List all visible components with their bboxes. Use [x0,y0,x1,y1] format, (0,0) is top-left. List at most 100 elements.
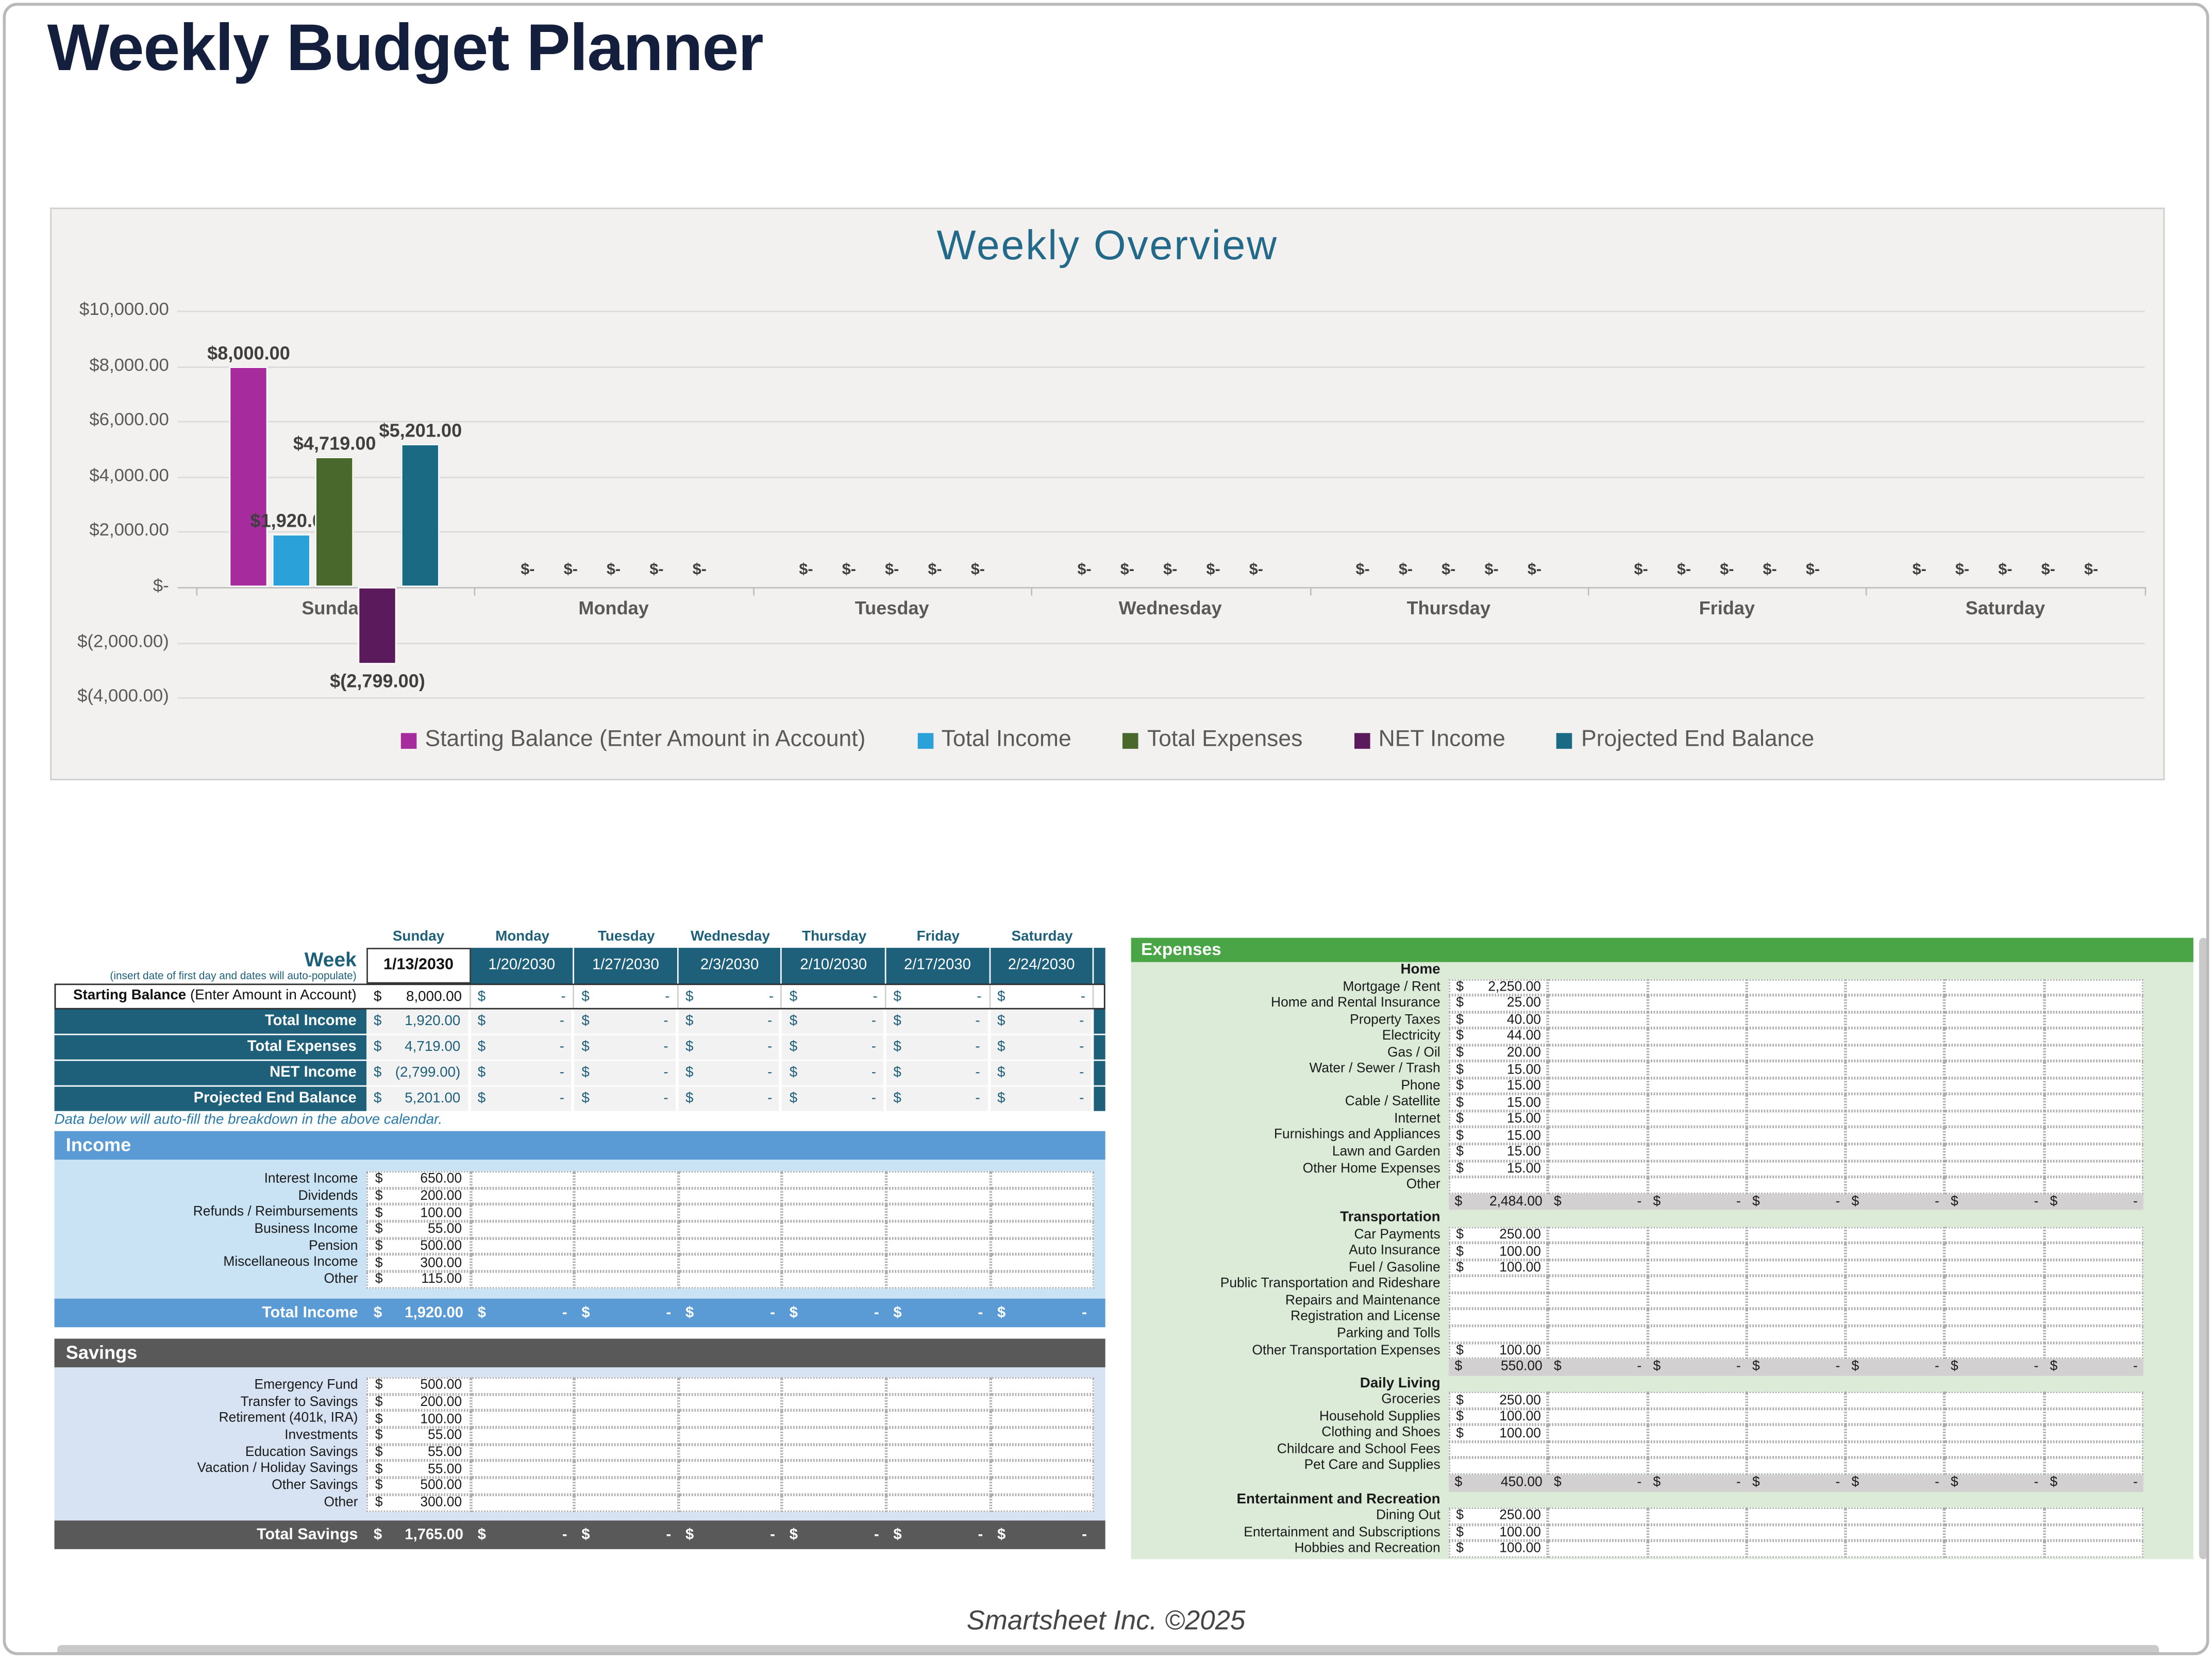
expense-item-cell[interactable] [1846,1012,1945,1029]
expense-item-cell[interactable] [1746,1342,1846,1359]
expense-item-cell[interactable] [1945,1425,2045,1442]
expense-item-cell[interactable] [1945,1442,2045,1459]
income-row-cell[interactable] [990,1204,1094,1221]
income-row-cell[interactable] [574,1204,679,1221]
expense-item-cell[interactable] [1647,1540,1747,1557]
expense-item-cell[interactable] [1548,1078,1648,1095]
expense-item-cell[interactable]: $100.00 [1449,1524,1548,1541]
expense-item-cell[interactable]: $100.00 [1449,1342,1548,1359]
income-row-cell[interactable] [678,1271,782,1288]
expense-item-cell[interactable] [2044,1442,2143,1459]
expense-item-cell[interactable] [1449,1293,1548,1310]
expense-item-cell[interactable] [2044,1342,2143,1359]
expense-item-cell[interactable] [1548,1392,1648,1409]
expense-item-cell[interactable] [1647,1260,1747,1277]
income-row-cell[interactable]: $115.00 [366,1271,471,1288]
savings-row-cell[interactable] [470,1478,575,1495]
expense-item-cell[interactable] [1746,1111,1846,1128]
week-date-cell[interactable]: 2/3/2030 [678,948,782,984]
expense-item-cell[interactable] [1647,1309,1747,1326]
savings-row-cell[interactable] [574,1444,679,1461]
expense-item-cell[interactable] [1846,978,1945,995]
savings-row-cell[interactable]: $500.00 [366,1478,471,1495]
income-row-cell[interactable] [990,1254,1094,1272]
expense-item-cell[interactable] [1548,1458,1648,1475]
expense-item-cell[interactable] [1945,978,2045,995]
savings-row-cell[interactable]: $500.00 [366,1377,471,1394]
savings-row-cell[interactable] [782,1444,886,1461]
expense-item-cell[interactable] [1846,1028,1945,1045]
expense-item-cell[interactable] [1548,1276,1648,1293]
income-row-cell[interactable] [782,1221,886,1238]
expense-item-cell[interactable] [1846,1524,1945,1541]
expense-item-cell[interactable] [1846,995,1945,1012]
income-row-cell[interactable] [782,1254,886,1272]
savings-row-cell[interactable] [470,1427,575,1445]
expense-item-cell[interactable] [1548,1227,1648,1244]
expense-item-cell[interactable] [1647,1127,1747,1144]
savings-row-cell[interactable] [990,1478,1094,1495]
expense-item-cell[interactable]: $100.00 [1449,1408,1548,1425]
income-row-cell[interactable] [574,1187,679,1205]
expense-item-cell[interactable] [1746,1243,1846,1260]
expense-item-cell[interactable] [2044,978,2143,995]
income-row-cell[interactable] [990,1187,1094,1205]
expense-item-cell[interactable] [1945,1243,2045,1260]
expense-item-cell[interactable] [1548,1524,1648,1541]
expense-item-cell[interactable] [1846,1243,1945,1260]
income-row-cell[interactable] [678,1254,782,1272]
expense-item-cell[interactable] [1449,1276,1548,1293]
expense-item-cell[interactable] [1846,1342,1945,1359]
expense-item-cell[interactable] [1945,995,2045,1012]
expense-item-cell[interactable] [2044,995,2143,1012]
expense-item-cell[interactable] [1647,1160,1747,1177]
expense-item-cell[interactable] [1647,1293,1747,1310]
expense-item-cell[interactable] [1945,1028,2045,1045]
income-row-cell[interactable] [470,1171,575,1188]
week-date-cell[interactable]: 1/20/2030 [470,948,575,984]
expense-item-cell[interactable] [2044,1260,2143,1277]
savings-row-cell[interactable] [782,1494,886,1512]
income-row-cell[interactable] [782,1204,886,1221]
expense-item-cell[interactable] [1647,1458,1747,1475]
expense-item-cell[interactable] [1548,1243,1648,1260]
expense-item-cell[interactable]: $100.00 [1449,1243,1548,1260]
expense-item-cell[interactable] [1846,1111,1945,1128]
expense-item-cell[interactable] [1647,1524,1747,1541]
savings-row-cell[interactable] [678,1394,782,1411]
savings-row-cell[interactable] [678,1427,782,1445]
expense-item-cell[interactable] [2044,1144,2143,1161]
expense-item-cell[interactable] [1945,1160,2045,1177]
expense-item-cell[interactable] [1548,978,1648,995]
expense-item-cell[interactable] [1945,1326,2045,1343]
expense-item-cell[interactable] [1846,1408,1945,1425]
expense-item-cell[interactable] [1647,1177,1747,1194]
expense-item-cell[interactable] [1945,1227,2045,1244]
income-row-cell[interactable] [886,1254,991,1272]
expense-item-cell[interactable] [1945,1061,2045,1078]
expense-item-cell[interactable] [2044,1309,2143,1326]
expense-item-cell[interactable] [1548,1028,1648,1045]
savings-row-cell[interactable] [574,1427,679,1445]
week-date-cell[interactable]: 2/24/2030 [990,948,1094,984]
income-row-cell[interactable] [678,1238,782,1255]
expense-item-cell[interactable] [2044,1078,2143,1095]
expense-item-cell[interactable] [1846,1061,1945,1078]
expense-item-cell[interactable]: $15.00 [1449,1111,1548,1128]
expense-item-cell[interactable] [1846,1160,1945,1177]
expense-item-cell[interactable] [1746,1425,1846,1442]
expense-item-cell[interactable] [1449,1177,1548,1194]
expense-item-cell[interactable] [1846,1326,1945,1343]
savings-row-cell[interactable] [470,1394,575,1411]
expense-item-cell[interactable] [1647,978,1747,995]
starting-balance-cell[interactable]: $ - [678,985,782,1008]
income-row-cell[interactable] [574,1238,679,1255]
savings-row-cell[interactable] [782,1411,886,1428]
expense-item-cell[interactable] [1746,1326,1846,1343]
expense-item-cell[interactable] [1746,1293,1846,1310]
savings-row-cell[interactable] [990,1394,1094,1411]
expense-item-cell[interactable] [1647,1392,1747,1409]
savings-row-cell[interactable] [886,1411,991,1428]
expense-item-cell[interactable] [2044,1243,2143,1260]
savings-row-cell[interactable] [470,1461,575,1478]
